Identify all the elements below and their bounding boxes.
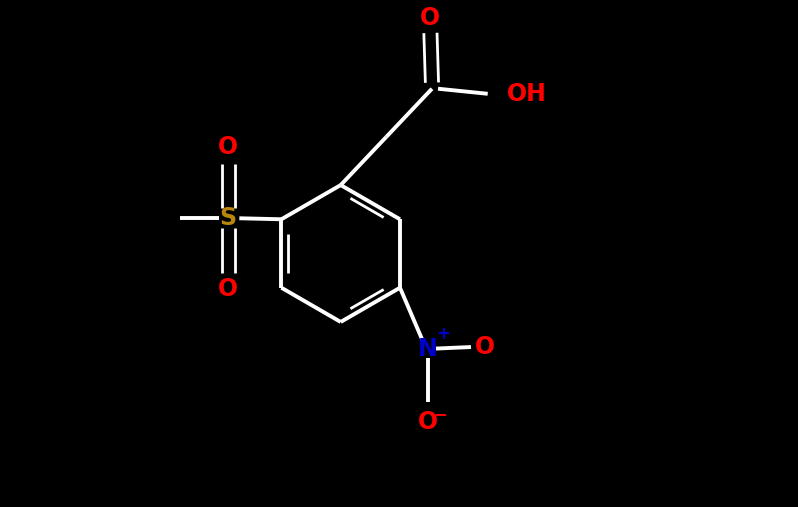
Text: O: O — [218, 135, 239, 159]
Text: O: O — [218, 277, 239, 301]
Text: N: N — [418, 337, 438, 360]
Text: O: O — [421, 6, 440, 30]
Text: O: O — [475, 335, 496, 359]
Text: S: S — [219, 206, 237, 230]
Text: O: O — [418, 410, 438, 434]
Text: +: + — [437, 325, 450, 343]
Text: −: − — [433, 406, 448, 423]
Text: OH: OH — [507, 82, 547, 106]
